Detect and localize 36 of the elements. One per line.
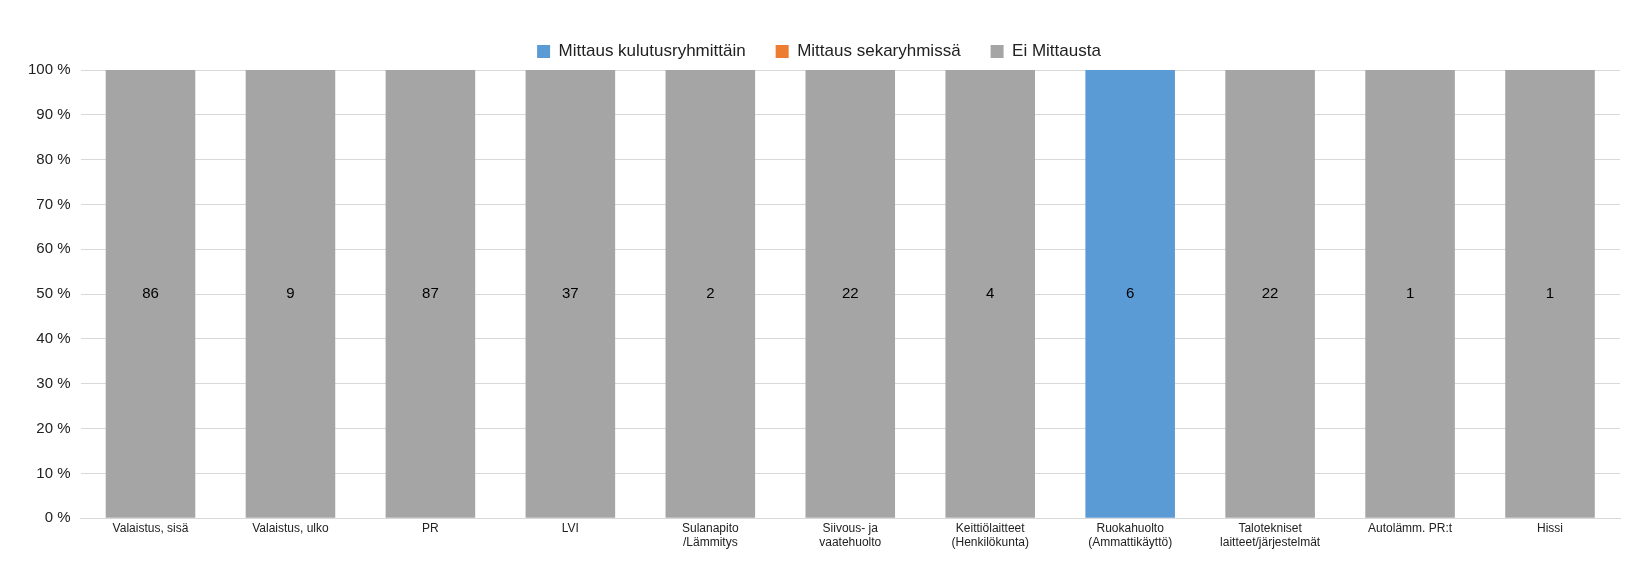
x-tick-label: Talotekniset laitteet/järjestelmät [1220,520,1321,550]
annotation: 22 [1261,284,1279,302]
legend-label: Mittaus sekaryhmissä [797,41,962,61]
x-tick-label: Autolämm. PR:t [1368,520,1453,535]
y-tick-label: 50 % [36,284,71,302]
x-tick-label: LVI [561,520,579,535]
annotation: 37 [562,284,579,302]
annotation: 2 [706,284,715,302]
y-tick-label: 40 % [36,329,71,347]
x-tick-label: Valaistus, sisä [112,520,189,535]
x-tick-label: Valaistus, ulko [252,520,330,535]
x-tick-label: Keittiölaitteet (Henkilökunta) [951,520,1029,550]
annotation: 22 [841,284,859,302]
y-tick-label: 60 % [36,239,71,257]
x-tick-label: Ruokahuolto (Ammattikäyttö) [1088,520,1173,550]
annotation: 9 [286,284,295,302]
y-tick-label: 0 % [44,508,71,526]
x-tick-label: Hissi [1537,520,1564,535]
annotation: 87 [422,284,439,302]
x-tick-label: PR [422,520,440,535]
legend-label: Mittaus kulutusryhmittäin [558,41,746,61]
y-tick-label: 10 % [36,463,71,481]
y-tick-label: 90 % [36,104,71,122]
y-tick-label: 80 % [36,149,71,167]
annotation: 4 [986,284,995,302]
y-tick-label: 70 % [36,194,71,212]
y-tick-label: 20 % [36,418,71,436]
annotation: 6 [1126,284,1135,302]
y-tick-label: 30 % [36,373,71,391]
x-tick-label: Siivous- ja vaatehuolto [819,520,882,550]
annotation: 86 [142,284,159,302]
x-tick-label: Sulanapito /Lämmitys [681,520,739,550]
y-tick-label: 100 % [27,60,71,78]
legend-label: Ei Mittausta [1012,41,1102,61]
annotation: 1 [1405,284,1415,302]
annotation: 1 [1545,284,1555,302]
